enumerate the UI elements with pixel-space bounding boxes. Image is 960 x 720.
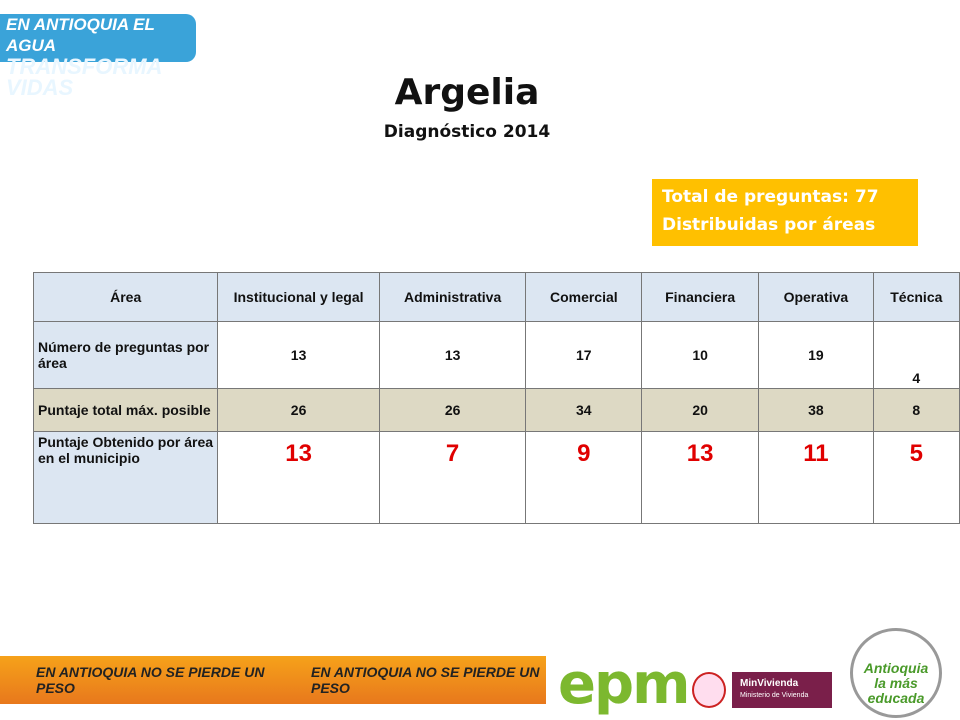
- table-row: Puntaje total máx. posible 26 26 34 20 38 8: [32, 388, 960, 432]
- column-header: Administrativa: [378, 272, 527, 322]
- logo-line: TRANSFORMA VIDAS: [6, 54, 162, 100]
- cell: 13: [217, 321, 380, 389]
- callout: Total de preguntas: 77 Distribuidas por …: [652, 179, 918, 246]
- cell: 13: [641, 431, 760, 524]
- cell: 7: [378, 431, 527, 524]
- cell: 34: [525, 388, 643, 432]
- cell: 9: [525, 431, 643, 524]
- cell: 5: [872, 431, 960, 524]
- crest: [692, 672, 726, 708]
- column-header: Área: [32, 272, 219, 322]
- row-label: Número de preguntas por área: [32, 321, 219, 389]
- cell: 13: [217, 431, 380, 524]
- callout-line: Total de preguntas: 77: [662, 187, 879, 207]
- cell: 11: [758, 431, 874, 524]
- logo: EN ANTIOQUIA EL AGUA TRANSFORMA VIDAS: [0, 14, 196, 99]
- subtitle: Diagnóstico 2014: [383, 122, 551, 142]
- cell: 4: [872, 321, 960, 389]
- antioquia-line: Antioquia: [863, 660, 929, 676]
- ministry-sub: Ministerio de Vivienda: [740, 692, 809, 699]
- table-row: Puntaje Obtenido por área en el municipi…: [32, 431, 960, 524]
- column-header: Institucional y legal: [217, 272, 380, 322]
- cell: 38: [758, 388, 874, 432]
- row-label: Puntaje Obtenido por área en el municipi…: [32, 431, 219, 524]
- antioquia-logo: Antioquia la más educada: [850, 628, 942, 718]
- epm-logo: epm: [558, 652, 690, 717]
- cell: 8: [872, 388, 960, 432]
- table-row: Número de preguntas por área 13 13 17 10 19 4: [32, 321, 960, 389]
- ministry-logo: MinVivienda Ministerio de Vivienda: [732, 672, 832, 708]
- cell: 19: [758, 321, 874, 389]
- cell: 10: [641, 321, 760, 389]
- cell: 13: [378, 321, 527, 389]
- column-header: Operativa: [758, 272, 874, 322]
- cell: 26: [378, 388, 527, 432]
- ministry: MinVivienda: [740, 678, 799, 689]
- callout-line: Distribuidas por áreas: [662, 215, 876, 235]
- title: Argelia: [394, 72, 540, 113]
- logo-line: EN ANTIOQUIA EL AGUA: [6, 15, 155, 55]
- cell: 17: [525, 321, 643, 389]
- banner-text: EN ANTIOQUIA NO SE PIERDE UN PESO: [311, 664, 540, 696]
- header-row: Área Institucional y legal Administrativa C…: [32, 272, 960, 322]
- banner-text: EN ANTIOQUIA NO SE PIERDE UN PESO: [36, 664, 265, 696]
- row-label: Puntaje total máx. posible: [32, 388, 219, 432]
- banner: EN ANTIOQUIA NO SE PIERDE UN PESO EN ANT…: [0, 656, 546, 704]
- cell: 20: [641, 388, 760, 432]
- antioquia-line: educada: [867, 690, 925, 706]
- table: Área Institucional y legal Administrativa C…: [32, 272, 960, 524]
- column-header: Comercial: [525, 272, 643, 322]
- column-header: Técnica: [872, 272, 960, 322]
- antioquia-line: la más: [874, 675, 918, 691]
- column-header: Financiera: [641, 272, 760, 322]
- cell: 26: [217, 388, 380, 432]
